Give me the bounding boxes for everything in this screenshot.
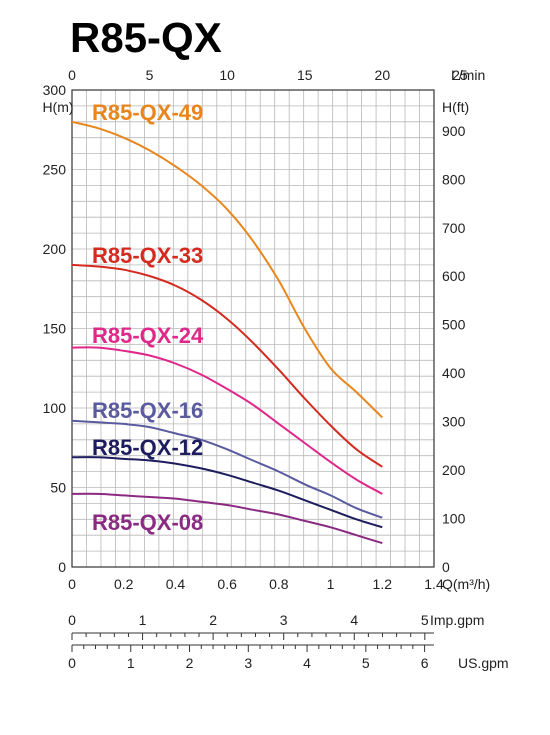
series-label-r85-qx-16: R85-QX-16 [92,398,203,423]
imp-gpm-tick-label: 1 [139,612,147,628]
top-axis-label: L/min [451,67,485,83]
y-left-tick-label: 100 [43,400,67,416]
us-gpm-tick-label: 0 [68,655,76,671]
y-right-tick-label: 900 [442,123,466,139]
y-left-tick-label: 250 [43,162,67,178]
curve-r85-qx-12 [71,456,383,529]
us-gpm-tick-label: 1 [127,655,135,671]
y-right-tick-label: 300 [442,414,466,430]
top-tick-label: 5 [146,67,154,83]
us-gpm-tick-label: 3 [244,655,252,671]
imp-gpm-tick-label: 0 [68,612,76,628]
curve-r85-qx-16 [71,419,383,519]
y-right-tick-label: 0 [442,559,450,575]
x-tick-label: 0 [68,576,76,592]
x-tick-label: 0.2 [114,576,134,592]
curves [71,120,383,545]
series-label-r85-qx-12: R85-QX-12 [92,435,203,460]
x-tick-label: 0.8 [269,576,289,592]
us-gpm-label: US.gpm [458,655,509,671]
curve-r85-qx-49 [71,120,383,419]
curve-r85-qx-24 [71,346,383,495]
y-right-tick-label: 800 [442,171,466,187]
top-tick-label: 15 [297,67,313,83]
y-right-tick-label: 500 [442,317,466,333]
x-tick-label: 1.4 [424,576,444,592]
us-gpm-tick-label: 5 [362,655,370,671]
x-tick-label: 1.2 [373,576,393,592]
y-right-tick-label: 200 [442,462,466,478]
series-label-r85-qx-33: R85-QX-33 [92,243,203,268]
y-left-axis-label: H(m) [42,99,73,115]
x-tick-label: 0.6 [217,576,237,592]
axes: 0 0.2 0.4 0.6 0.8 1 1.2 1.4Q(m³/h)0501001502002… [42,67,508,671]
us-gpm-tick-label: 6 [421,655,429,671]
top-tick-label: 20 [375,67,391,83]
plot-border [71,89,435,568]
imp-gpm-tick-label: 2 [209,612,217,628]
series-label-r85-qx-08: R85-QX-08 [92,510,203,535]
imp-gpm-tick-label: 3 [280,612,288,628]
y-left-tick-label: 300 [43,82,67,98]
curve-r85-qx-33 [71,263,383,468]
x-tick-label: 0.4 [166,576,186,592]
series-label-r85-qx-49: R85-QX-49 [92,100,203,125]
y-left-tick-label: 200 [43,241,67,257]
grid [71,89,435,568]
y-left-tick-label: 0 [58,559,66,575]
series-label-r85-qx-24: R85-QX-24 [92,323,204,348]
series-labels: R85-QX-49 R85-QX-33 R85-QX-24 R85-QX-16 R85-… [92,100,204,535]
y-left-tick-label: 50 [50,480,66,496]
us-gpm-tick-label: 4 [303,655,311,671]
imp-gpm-tick-label: 4 [350,612,358,628]
x-axis-label: Q(m³/h) [442,576,490,592]
imp-gpm-label: Imp.gpm [430,612,484,628]
y-right-tick-label: 700 [442,220,466,236]
y-right-tick-label: 100 [442,511,466,527]
imp-gpm-tick-label: 5 [421,612,429,628]
y-left-tick-label: 150 [43,321,67,337]
chart-title: R85-QX [70,14,222,61]
top-tick-label: 10 [219,67,235,83]
y-right-tick-label: 600 [442,268,466,284]
curve-r85-qx-08 [71,492,383,545]
top-tick-label: 25 [452,67,468,83]
y-right-tick-label: 400 [442,365,466,381]
top-tick-label: 0 [68,67,76,83]
x-tick-label: 1 [327,576,335,592]
us-gpm-tick-label: 2 [186,655,194,671]
y-right-axis-label: H(ft) [442,99,469,115]
plot-frame [71,89,435,568]
